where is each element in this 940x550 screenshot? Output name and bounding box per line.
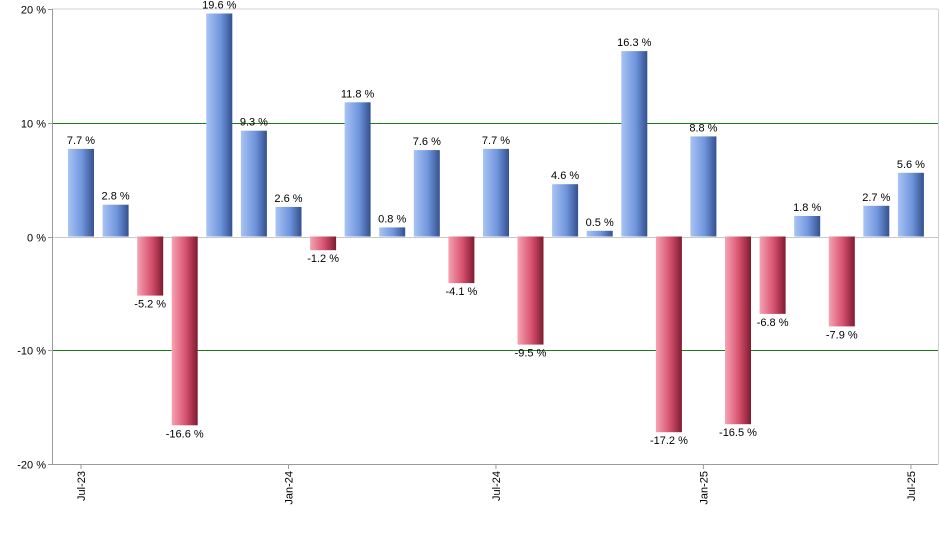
bar bbox=[240, 130, 267, 237]
bar bbox=[586, 230, 613, 237]
x-tick-label: Jul-25 bbox=[906, 471, 918, 501]
bar-data-label: 9.3 % bbox=[240, 117, 268, 129]
bar-data-label: -5.2 % bbox=[134, 299, 166, 311]
bar-data-label: 2.8 % bbox=[102, 191, 130, 203]
bar-data-label: -9.5 % bbox=[515, 348, 547, 360]
bar bbox=[725, 236, 751, 425]
bar bbox=[690, 136, 717, 237]
bar bbox=[102, 204, 129, 237]
bar bbox=[897, 172, 924, 237]
bar-data-label: 7.6 % bbox=[413, 136, 441, 148]
bar bbox=[413, 150, 440, 237]
y-tick-label: 10 % bbox=[21, 119, 46, 131]
y-tick-label: -10 % bbox=[17, 346, 46, 358]
bar bbox=[655, 236, 682, 433]
bar bbox=[863, 205, 890, 237]
bar bbox=[448, 236, 475, 284]
bar bbox=[483, 148, 509, 237]
x-tick-label: Jan-24 bbox=[284, 471, 296, 505]
bar-data-label: -16.6 % bbox=[166, 428, 204, 440]
bar-data-label: -4.1 % bbox=[446, 286, 478, 298]
bar bbox=[517, 236, 544, 345]
bar bbox=[621, 51, 648, 237]
bar-data-label: -7.9 % bbox=[826, 329, 858, 341]
bar bbox=[794, 216, 821, 237]
bar bbox=[379, 227, 406, 237]
bar-data-label: 11.8 % bbox=[341, 88, 375, 100]
bar-data-label: 0.5 % bbox=[586, 217, 614, 229]
bar bbox=[68, 148, 94, 237]
x-tick-label: Jul-23 bbox=[76, 471, 88, 501]
bar bbox=[171, 236, 198, 426]
bar-data-label: 16.3 % bbox=[617, 37, 651, 49]
bar bbox=[552, 184, 579, 237]
y-tick-label: 20 % bbox=[21, 5, 46, 17]
bar-data-label: 4.6 % bbox=[551, 170, 579, 182]
bar-data-label: 2.6 % bbox=[274, 193, 302, 205]
bar bbox=[759, 236, 786, 314]
data-labels: 7.7 % 2.8 % -5.2 % -16.6 % 19.6 % 9.3 % 2.6 % -… bbox=[67, 0, 925, 447]
bar bbox=[828, 236, 855, 327]
bar-data-label: 2.7 % bbox=[862, 192, 890, 204]
bar bbox=[206, 13, 233, 237]
axes: 20 % 10 % 0 % -10 % -20 % Jul-23 Jan-24 Jul-24 J… bbox=[17, 5, 939, 505]
bar-data-label: 0.8 % bbox=[378, 213, 406, 225]
bar-data-label: 1.8 % bbox=[793, 202, 821, 214]
bar bbox=[275, 206, 302, 237]
bar bbox=[310, 236, 337, 251]
bar bbox=[344, 102, 371, 237]
bar-data-label: -6.8 % bbox=[757, 317, 789, 329]
bar-data-label: 7.7 % bbox=[67, 135, 95, 147]
bar-data-label: -17.2 % bbox=[650, 435, 688, 447]
bar-data-label: 7.7 % bbox=[482, 135, 510, 147]
bar-data-label: -1.2 % bbox=[307, 253, 339, 265]
bars bbox=[68, 13, 924, 433]
bar-data-label: -16.5 % bbox=[719, 427, 757, 439]
y-tick-label: -20 % bbox=[17, 460, 46, 472]
x-tick-label: Jul-24 bbox=[491, 471, 503, 501]
bar bbox=[137, 236, 164, 296]
y-tick-label: 0 % bbox=[27, 233, 46, 245]
bar-data-label: 8.8 % bbox=[689, 122, 717, 134]
bar-data-label: 5.6 % bbox=[897, 159, 925, 171]
x-tick-label: Jan-25 bbox=[698, 471, 710, 505]
bar-data-label: 19.6 % bbox=[202, 0, 236, 12]
